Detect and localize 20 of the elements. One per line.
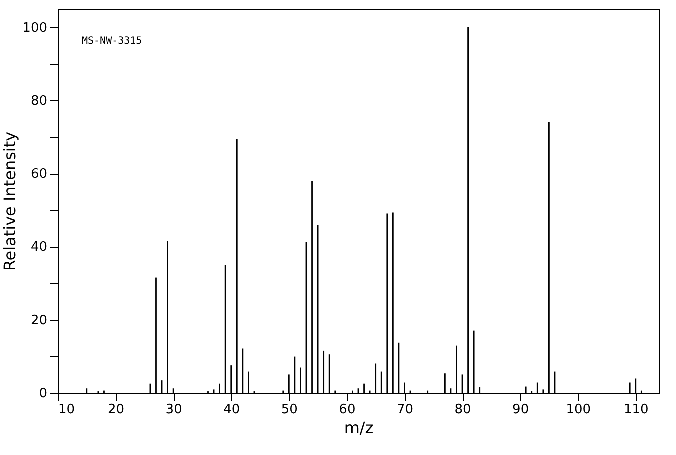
x-axis-title: m/z [344, 418, 374, 438]
x-tick-label: 10 [58, 402, 76, 418]
x-tick-label: 60 [339, 402, 356, 418]
x-tick-label: 50 [281, 402, 298, 418]
annotation: MS-NW-3315 [82, 36, 142, 47]
y-tick-label: 60 [30, 167, 48, 182]
x-tick-label: 110 [624, 402, 649, 418]
y-tick-label: 100 [22, 20, 48, 36]
x-tick-label: 70 [396, 402, 414, 418]
x-tick-label: 20 [108, 402, 125, 418]
y-tick-label: 40 [30, 240, 48, 256]
y-axis-title: Relative Intensity [0, 132, 20, 272]
x-tick-label: 80 [454, 402, 472, 418]
x-tick-label: 40 [224, 402, 240, 418]
x-tick-label: 30 [166, 402, 182, 418]
y-tick-label: 0 [39, 386, 48, 402]
y-tick-label: 80 [30, 94, 48, 109]
y-tick-label: 20 [30, 313, 48, 328]
x-tick-label: 90 [512, 402, 530, 418]
x-tick-label: 100 [566, 402, 592, 418]
